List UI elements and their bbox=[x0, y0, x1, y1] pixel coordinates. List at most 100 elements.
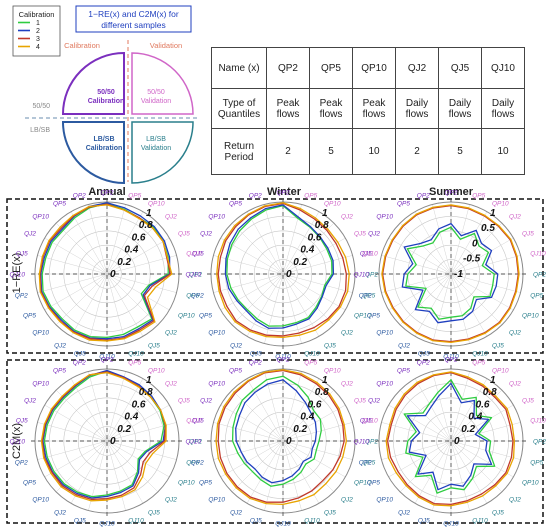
axis-label: QJ2 bbox=[24, 398, 36, 405]
axis-label: QP5 bbox=[53, 201, 66, 208]
series-line-1 bbox=[231, 375, 322, 487]
grid-spoke bbox=[55, 440, 108, 493]
grid-spoke bbox=[88, 204, 108, 275]
grid-spoke bbox=[282, 404, 346, 442]
split-bottom-label: LB/SB bbox=[30, 127, 50, 134]
grid-spoke bbox=[88, 371, 108, 442]
axis-label: QP10 bbox=[376, 330, 393, 337]
grid-spoke bbox=[231, 440, 284, 493]
grid-spoke bbox=[432, 371, 452, 442]
grid-spoke bbox=[55, 222, 108, 275]
axis-label: QJ5 bbox=[74, 518, 86, 525]
title-box-frame bbox=[75, 5, 192, 33]
axis-label: QP10 bbox=[32, 214, 49, 221]
axis-label: QP5 bbox=[229, 201, 242, 208]
row-label-re: 1−RE(x) bbox=[11, 253, 23, 294]
axis-label: QP5 bbox=[304, 192, 317, 199]
radial-tick-label: 0.4 bbox=[124, 245, 138, 256]
axis-label: QJ10 bbox=[530, 417, 546, 424]
grid-spoke bbox=[450, 440, 488, 504]
grid-spoke bbox=[282, 440, 335, 493]
radial-tick-label: 0.4 bbox=[300, 412, 314, 423]
axis-label: QJ10 bbox=[99, 521, 115, 528]
grid-spoke bbox=[450, 273, 514, 311]
grid-spoke bbox=[414, 273, 452, 337]
calibration-label: Calibration bbox=[64, 41, 100, 50]
radial-tick-label: 0.2 bbox=[293, 424, 307, 435]
axis-label: QJ10 bbox=[304, 518, 320, 525]
column-header-winter: Winter bbox=[267, 186, 302, 198]
axis-label: QP10 bbox=[376, 214, 393, 221]
quantile-table: Name (x) QP2 QP5 QP10 QJ2 QJ5 QJ10 Type … bbox=[211, 47, 525, 175]
grid-spoke bbox=[231, 222, 284, 275]
title-line-2: different samples bbox=[101, 20, 166, 30]
radial-tick-label: 0.4 bbox=[468, 412, 482, 423]
radial-tick-label: 0.6 bbox=[308, 399, 322, 410]
radial-tick-label: 0.2 bbox=[117, 424, 131, 435]
table-cell-type: Peak flows bbox=[266, 88, 310, 129]
axis-label: QJ2 bbox=[509, 330, 521, 337]
axis-label: QP2 bbox=[444, 357, 457, 364]
grid-spoke bbox=[220, 404, 284, 442]
axis-label: QP10 bbox=[32, 330, 49, 337]
grid-spoke bbox=[450, 273, 521, 293]
axis-label: QP10 bbox=[148, 201, 165, 208]
grid-spoke bbox=[106, 237, 170, 275]
radial-tick-label: 0.2 bbox=[293, 257, 307, 268]
radial-tick-label: 0 bbox=[286, 269, 292, 280]
axis-label: QP10 bbox=[148, 368, 165, 375]
validation-label: Validation bbox=[150, 41, 182, 50]
axis-label: QJ2 bbox=[230, 510, 242, 517]
axis-label: QP10 bbox=[324, 201, 341, 208]
grid-spoke bbox=[44, 440, 108, 478]
axis-label: QJ10 bbox=[186, 250, 202, 257]
axis-label: QP2 bbox=[73, 359, 86, 366]
axis-label: QP2 bbox=[249, 359, 262, 366]
grid-spoke bbox=[70, 273, 108, 337]
axis-label: QP10 bbox=[208, 497, 225, 504]
grid-spoke bbox=[282, 211, 320, 275]
quadrant-top-left bbox=[61, 51, 125, 115]
axis-label: QJ10 bbox=[353, 439, 369, 446]
grid-spoke bbox=[450, 422, 521, 442]
q-tr-line1: 50/50 bbox=[147, 89, 165, 96]
split-top-label: 50/50 bbox=[32, 103, 50, 110]
axis-label: QJ5 bbox=[148, 343, 160, 350]
series-line-1 bbox=[43, 370, 165, 498]
grid-spoke bbox=[213, 255, 284, 275]
table-cell-name: QJ2 bbox=[395, 47, 439, 89]
axis-label: QP2 bbox=[191, 293, 204, 300]
radial-tick-label: -1 bbox=[454, 269, 463, 280]
grid-spoke bbox=[213, 422, 284, 442]
axis-label: QJ5 bbox=[324, 343, 336, 350]
legend-label: 3 bbox=[36, 36, 40, 43]
grid-spoke bbox=[282, 389, 335, 442]
axis-label: QJ2 bbox=[54, 343, 66, 350]
grid-spoke bbox=[399, 440, 452, 493]
grid-spoke bbox=[450, 211, 488, 275]
grid-spoke bbox=[264, 371, 284, 442]
q-tl-line1: 50/50 bbox=[97, 89, 115, 96]
axis-label: QP10 bbox=[354, 480, 371, 487]
grid-spoke bbox=[388, 273, 452, 311]
grid-spoke bbox=[106, 378, 144, 442]
grid-spoke bbox=[106, 273, 144, 337]
axis-label: QJ5 bbox=[360, 417, 372, 424]
axis-label: QJ10 bbox=[9, 272, 25, 279]
grid-spoke bbox=[450, 371, 470, 442]
axis-label: QJ5 bbox=[192, 250, 204, 257]
grid-spoke bbox=[70, 211, 108, 275]
radial-tick-label: 0.5 bbox=[481, 223, 495, 234]
grid-spoke bbox=[106, 273, 177, 293]
grid-spoke bbox=[264, 204, 284, 275]
radial-tick-label: 0 bbox=[110, 269, 116, 280]
series-line-4 bbox=[381, 204, 520, 344]
axis-label: QP2 bbox=[444, 190, 457, 197]
series-line-4 bbox=[38, 204, 173, 342]
grid-spoke bbox=[106, 440, 126, 511]
radial-tick-label: -0.5 bbox=[463, 254, 481, 265]
